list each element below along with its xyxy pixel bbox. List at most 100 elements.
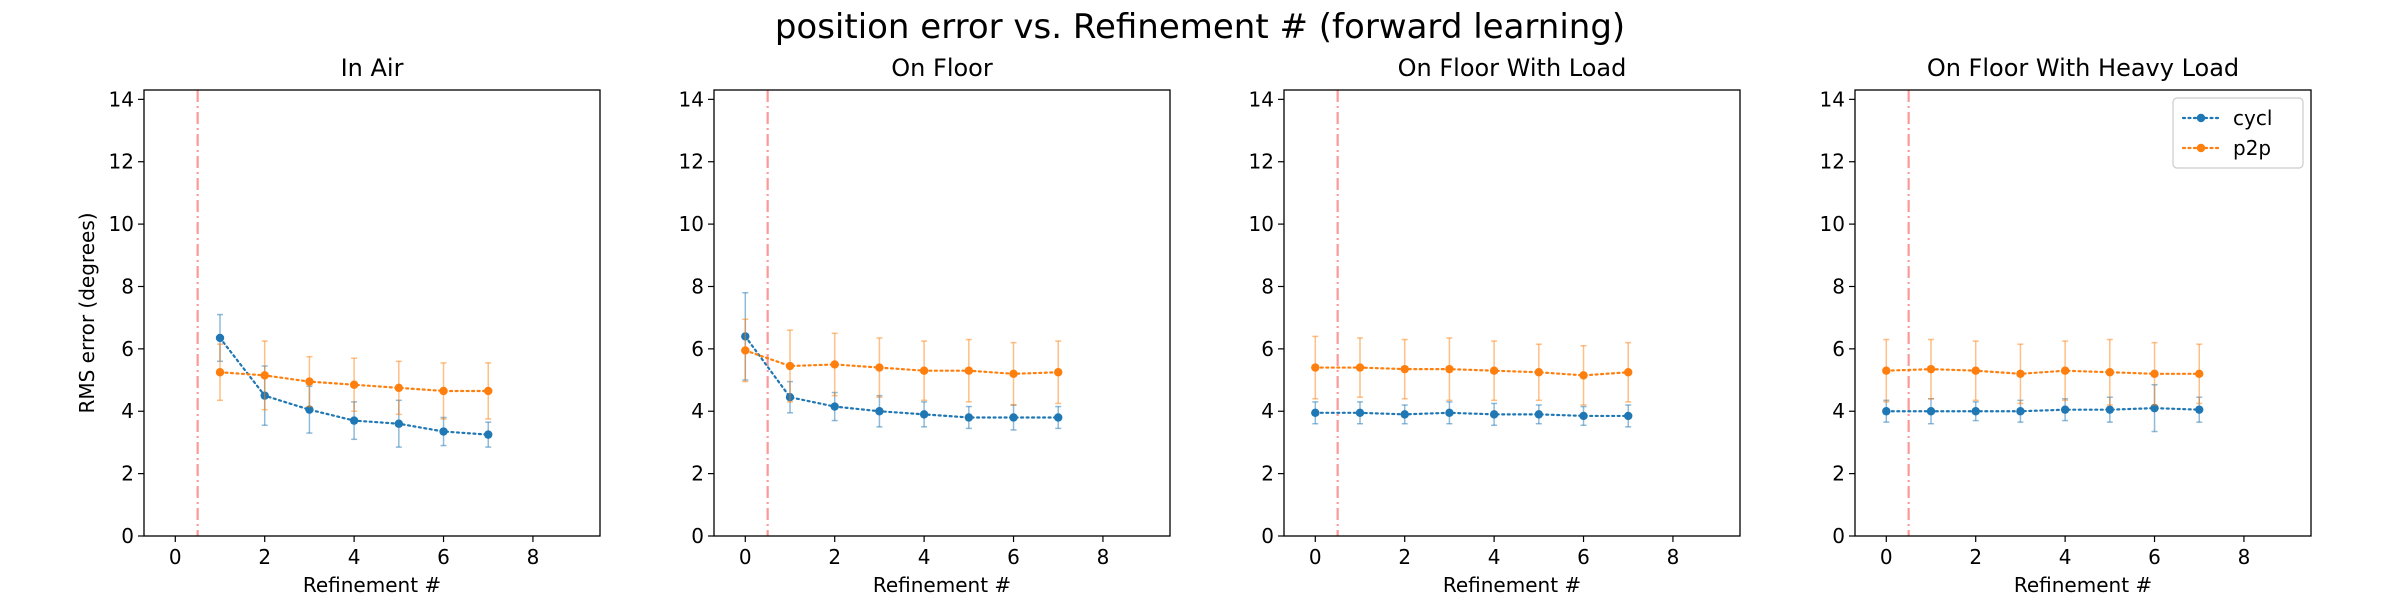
data-point <box>1534 410 1544 419</box>
y-tick-label: 8 <box>691 274 704 298</box>
data-point <box>349 416 359 425</box>
data-point <box>1926 407 1936 416</box>
y-tick-label: 10 <box>679 212 704 236</box>
plot-frame <box>143 89 601 537</box>
y-tick-label: 12 <box>1820 150 1845 174</box>
x-tick-label: 6 <box>437 545 450 569</box>
data-point <box>1400 364 1409 374</box>
data-point <box>439 427 448 436</box>
data-point <box>260 371 269 380</box>
data-point <box>1445 408 1454 418</box>
x-axis-label: Refinement # <box>873 573 1011 597</box>
data-point <box>785 361 795 371</box>
y-tick-label: 2 <box>1832 462 1845 486</box>
y-tick-label: 0 <box>1261 524 1274 548</box>
data-point <box>1311 408 1320 418</box>
data-point <box>215 333 225 343</box>
data-point <box>830 402 839 411</box>
y-tick-label: 14 <box>1249 87 1274 111</box>
data-point <box>875 363 884 372</box>
data-point <box>1624 411 1633 421</box>
data-point <box>1624 368 1633 377</box>
x-tick-label: 0 <box>169 545 182 569</box>
data-point <box>1009 369 1018 379</box>
data-point <box>1534 368 1544 377</box>
data-point <box>1489 366 1499 375</box>
x-tick-label: 4 <box>2059 545 2072 569</box>
x-tick-label: 6 <box>2148 545 2161 569</box>
y-tick-label: 2 <box>121 462 134 486</box>
data-point <box>830 360 839 369</box>
plot-frame <box>1854 89 2312 537</box>
y-tick-label: 8 <box>1261 274 1274 298</box>
series-p2p <box>1311 335 1633 406</box>
data-point <box>1579 371 1588 380</box>
series-line <box>1314 366 1630 377</box>
y-tick-label: 4 <box>1832 399 1845 423</box>
y-tick-label: 10 <box>1249 212 1274 236</box>
data-point <box>484 430 493 439</box>
data-point <box>741 346 750 355</box>
data-point <box>305 377 314 386</box>
series-line <box>1885 368 2201 375</box>
data-point <box>1489 410 1499 419</box>
data-point <box>1400 410 1409 419</box>
y-tick-label: 4 <box>1261 399 1274 423</box>
data-point <box>2016 407 2025 416</box>
figure-title: position error vs. Refinement # (forward… <box>775 7 1625 47</box>
series-line <box>744 335 1060 419</box>
y-axis-label: RMS error (degrees) <box>75 212 99 413</box>
data-point <box>1971 366 1980 375</box>
x-tick-label: 2 <box>258 545 271 569</box>
data-point <box>484 386 493 396</box>
y-tick-label: 4 <box>121 399 134 423</box>
data-point <box>2105 405 2115 414</box>
x-tick-label: 6 <box>1007 545 1020 569</box>
data-point <box>1355 408 1365 418</box>
x-tick-label: 8 <box>2238 545 2251 569</box>
data-point <box>1355 363 1365 372</box>
subplot-title: On Floor With Heavy Load <box>1927 54 2239 82</box>
y-tick-label: 4 <box>691 399 704 423</box>
x-tick-label: 4 <box>348 545 361 569</box>
data-point <box>349 380 359 389</box>
y-tick-label: 10 <box>1820 212 1845 236</box>
series-line <box>1885 407 2201 413</box>
data-point <box>1971 407 1980 416</box>
y-tick-label: 6 <box>691 337 704 361</box>
series-p2p <box>741 318 1063 406</box>
y-tick-label: 6 <box>1261 337 1274 361</box>
data-point <box>2016 369 2025 379</box>
y-tick-label: 14 <box>109 87 134 111</box>
y-tick-label: 8 <box>121 274 134 298</box>
data-point <box>2195 369 2204 379</box>
plot-frame <box>713 89 1171 537</box>
data-point <box>1054 368 1063 377</box>
legend-label: cycl <box>2233 106 2272 130</box>
y-tick-label: 14 <box>679 87 704 111</box>
legend: cycl p2p <box>2172 97 2304 169</box>
data-point <box>1579 411 1588 421</box>
subplot-title: On Floor With Load <box>1398 54 1627 82</box>
subplot-3: On Floor With Load 0 2 4 6 8 10 12 14 0 2 4 6 8 Refine… <box>1249 54 1741 597</box>
data-point <box>2060 405 2070 414</box>
data-point <box>2150 369 2159 379</box>
x-axis-label: Refinement # <box>1443 573 1581 597</box>
x-axis-label: Refinement # <box>303 573 441 597</box>
x-tick-label: 8 <box>1667 545 1680 569</box>
subplot-title: In Air <box>341 54 404 82</box>
x-tick-label: 2 <box>1398 545 1411 569</box>
series-line <box>1314 411 1630 418</box>
x-tick-label: 2 <box>828 545 841 569</box>
y-tick-label: 14 <box>1820 87 1845 111</box>
data-point <box>2105 368 2115 377</box>
data-point <box>2150 403 2159 413</box>
y-tick-label: 8 <box>1832 274 1845 298</box>
series-line <box>744 349 1060 375</box>
data-point <box>2195 405 2204 414</box>
y-tick-label: 2 <box>1261 462 1274 486</box>
x-tick-label: 2 <box>1969 545 1982 569</box>
data-point <box>1926 364 1936 374</box>
data-point <box>1882 407 1891 416</box>
